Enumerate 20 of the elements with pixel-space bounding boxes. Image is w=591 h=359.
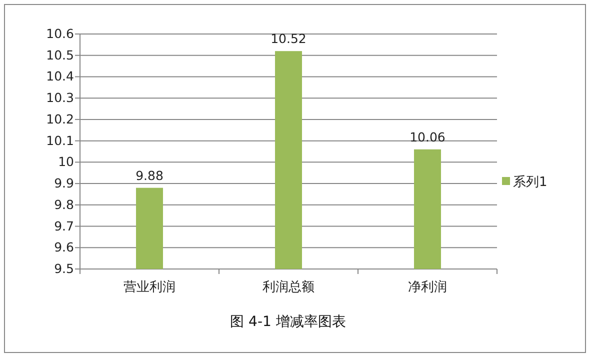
y-tick-label: 10.3 (46, 90, 74, 106)
y-tick-label: 10.6 (46, 26, 74, 41)
y-tick-label: 9.6 (54, 240, 74, 255)
y-tick-label: 9.9 (54, 176, 74, 191)
y-tick-label: 10.4 (46, 68, 74, 84)
legend-label: 系列1 (513, 175, 548, 190)
data-label: 10.52 (270, 31, 306, 46)
y-tick-label: 10.2 (46, 111, 74, 126)
data-label: 10.06 (410, 129, 446, 144)
y-tick-label: 9.8 (54, 196, 74, 212)
y-tick-label: 9.5 (54, 261, 74, 276)
y-tick-label: 10.5 (46, 47, 74, 62)
x-tick-label: 利润总额 (262, 280, 314, 295)
y-tick-label: 10.1 (46, 132, 74, 148)
text: 图 4-1 增减率图表 (230, 314, 346, 330)
x-tick-label: 净利润 (408, 280, 447, 295)
y-tick-label: 9.7 (54, 218, 74, 234)
y-tick-label: 10 (58, 154, 74, 170)
x-tick-label: 营业利润 (124, 280, 176, 295)
data-label: 9.88 (136, 168, 164, 183)
